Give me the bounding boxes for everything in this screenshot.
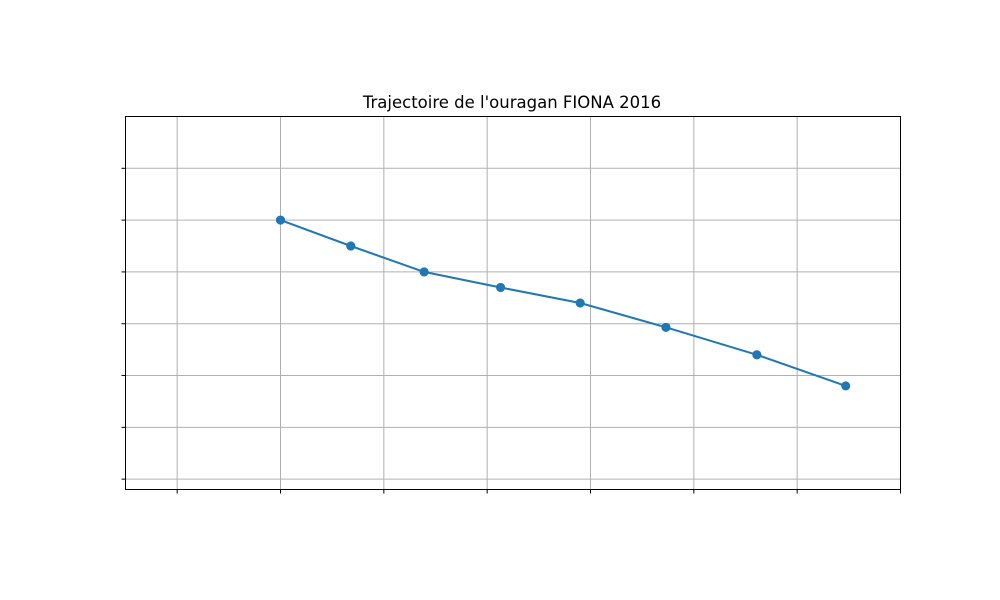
data-point-13 <box>346 241 356 251</box>
data-point-7 <box>841 381 851 391</box>
data-point-14 <box>276 215 285 225</box>
chart-title: Trajectoire de l'ouragan FIONA 2016 <box>362 93 661 112</box>
data-point-8 <box>752 350 762 360</box>
series-line-0 <box>280 219 847 387</box>
data-point-10 <box>575 298 585 308</box>
data-point-9 <box>661 322 671 332</box>
plot-frame <box>125 116 901 490</box>
data-point-11 <box>496 282 506 292</box>
series-layer <box>276 215 851 391</box>
data-point-12 <box>419 267 429 277</box>
grid <box>121 116 901 494</box>
